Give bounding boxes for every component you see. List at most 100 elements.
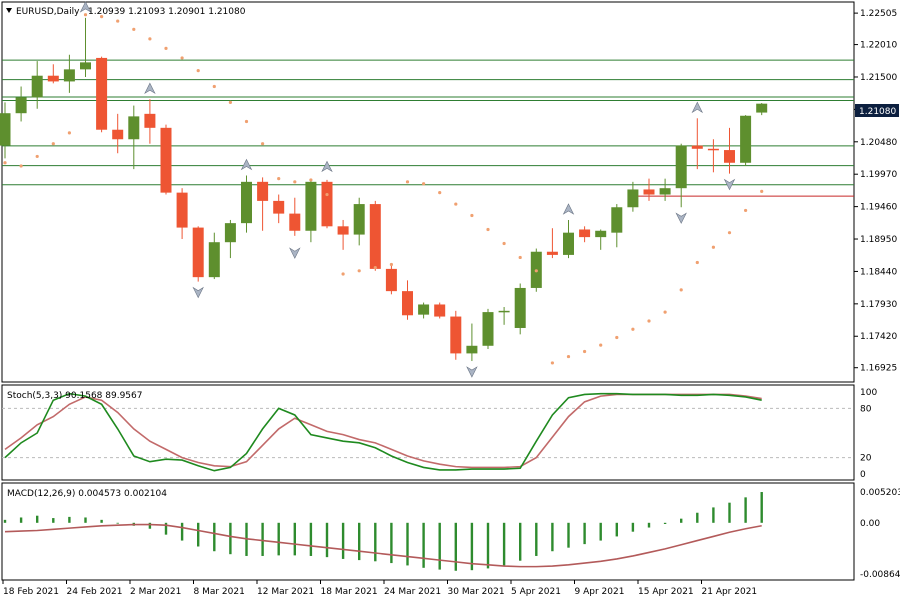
candle-body — [305, 181, 317, 231]
stoch-axis-label: 0 — [860, 470, 866, 480]
fractal-up-arrow — [691, 101, 704, 114]
macd-histogram-bar — [3, 519, 7, 523]
candle-body — [337, 226, 349, 235]
macd-histogram-bar — [390, 522, 393, 564]
candle-body — [192, 227, 204, 278]
ohlc-label: 1.20939 1.21093 1.20901 1.21080 — [88, 7, 246, 17]
sar-dot — [83, 13, 88, 17]
macd-histogram-bar — [615, 522, 618, 537]
candle-body — [80, 62, 91, 70]
sar-dot — [405, 180, 410, 184]
horizontal-levels — [2, 59, 854, 197]
symbol-label: EURUSD,Daily — [16, 7, 80, 17]
sar-dot — [663, 310, 667, 314]
candle-body — [514, 287, 526, 328]
date-axis-label: 18 Feb 2021 — [3, 587, 59, 597]
date-axis-label: 9 Apr 2021 — [575, 587, 625, 597]
macd-histogram-bar — [486, 522, 490, 569]
current-price-label: 1.21080 — [859, 107, 896, 117]
candle-body — [691, 145, 703, 149]
candle-body — [450, 316, 462, 354]
price-axis-label: 1.19460 — [860, 203, 897, 213]
macd-histogram-bar — [535, 522, 538, 556]
triangle-down-icon[interactable] — [6, 8, 12, 13]
sar-dot — [727, 231, 732, 235]
stoch-pane-frame — [1, 384, 855, 481]
macd-signal-line — [4, 523, 762, 568]
macd-histogram-bar — [663, 522, 667, 524]
macd-histogram-bar — [647, 522, 651, 528]
macd-histogram-bar — [277, 522, 280, 556]
macd-histogram-bar — [599, 522, 602, 541]
candle-body — [466, 345, 478, 354]
date-axis: 18 Feb 2021 24 Feb 2021 2 Mar 2021 8 Mar 20… — [2, 580, 758, 597]
sar-dot — [599, 343, 603, 347]
macd-histogram-bar — [229, 522, 232, 555]
stoch-title: Stoch(5,3,3) 90.1568 89.9567 — [7, 391, 142, 401]
sar-dot — [583, 349, 587, 354]
fractal-up-arrow — [562, 203, 575, 215]
fractal-down-arrow — [192, 286, 204, 299]
price-axis-label: 1.20480 — [860, 138, 897, 148]
macd-axis: 0.005203 0.00 -0.008646 — [860, 488, 900, 580]
parabolic-sar-dots — [3, 13, 764, 365]
macd-histogram-bar — [760, 492, 763, 523]
sar-dot — [100, 15, 104, 19]
stoch-axis-label: 100 — [860, 388, 877, 398]
price-axis-label: 1.22505 — [860, 9, 897, 19]
macd-histogram-bar — [164, 522, 168, 535]
candle-body — [353, 204, 365, 235]
macd-histogram-bar — [68, 516, 71, 523]
fractal-up-arrow — [144, 82, 156, 95]
sar-dot — [373, 266, 377, 270]
candle-body — [96, 57, 108, 130]
candle-body — [257, 181, 269, 201]
candle-body — [707, 148, 719, 151]
sar-dot — [261, 142, 265, 146]
macd-axis-label: -0.008646 — [860, 570, 900, 580]
date-axis-label: 15 Apr 2021 — [638, 587, 694, 597]
sar-dot — [647, 319, 651, 323]
macd-histogram-bar — [567, 522, 570, 548]
macd-histogram-bar — [583, 522, 586, 545]
price-axis-label: 1.22010 — [860, 41, 897, 51]
stoch-axis: 100 80 20 0 — [860, 388, 877, 480]
sar-dot — [744, 208, 748, 213]
sar-dot — [325, 192, 329, 197]
candle-body — [434, 304, 446, 317]
candle-body — [659, 188, 671, 195]
sar-dot — [3, 161, 7, 165]
sar-dot — [148, 37, 152, 41]
stoch-main-line — [4, 392, 762, 472]
date-axis-label: 12 Mar 2021 — [257, 587, 314, 597]
sar-dot — [228, 100, 232, 105]
chart-header: EURUSD,Daily 1.20939 1.21093 1.20901 1.2… — [6, 7, 246, 17]
date-axis-label: 30 Mar 2021 — [448, 587, 505, 597]
macd-axis-label: 0.00 — [860, 519, 880, 529]
candle-body — [724, 150, 735, 163]
candle-body — [321, 181, 333, 227]
candle-body — [47, 75, 59, 82]
sar-dot — [132, 27, 136, 31]
sar-dot — [19, 164, 23, 168]
sar-dot — [695, 260, 699, 265]
sar-dot — [631, 327, 635, 331]
fractal-down-arrow — [723, 178, 736, 191]
price-axis-label: 1.17930 — [860, 300, 897, 310]
date-axis-label: 21 Apr 2021 — [702, 587, 758, 597]
candle-body — [289, 213, 301, 231]
fractal-up-arrow — [240, 158, 253, 171]
date-axis-label: 5 Apr 2021 — [511, 587, 561, 597]
price-axis-label: 1.19970 — [860, 170, 897, 180]
macd-histogram-bar — [358, 522, 361, 561]
date-axis-label: 2 Mar 2021 — [130, 587, 181, 597]
fractal-up-arrow — [79, 1, 92, 13]
fractal-markers — [79, 1, 736, 378]
date-axis-label: 24 Feb 2021 — [67, 587, 123, 597]
macd-histogram-bar — [116, 522, 119, 524]
sar-dot — [357, 269, 361, 273]
price-pane-frame — [1, 1, 855, 383]
sar-dot — [212, 84, 216, 89]
